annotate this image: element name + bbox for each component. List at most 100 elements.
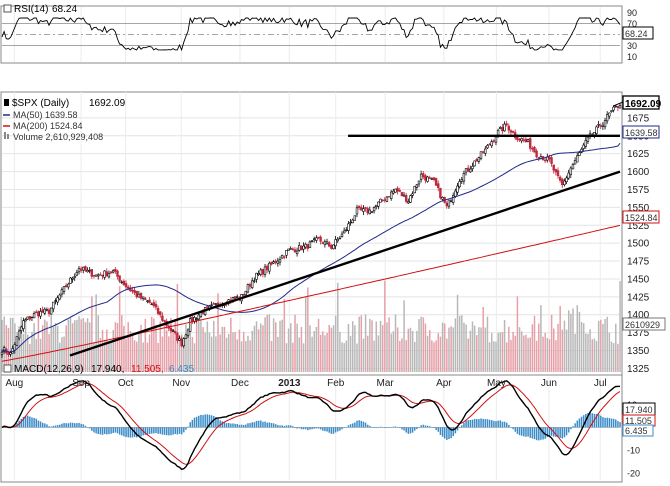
volume-bar	[490, 333, 493, 372]
macd-hist-bar	[396, 427, 399, 428]
macd-hist-bar	[405, 427, 407, 433]
volume-bar	[578, 311, 581, 372]
candle-body	[379, 198, 382, 203]
volume-bar	[347, 324, 350, 372]
candle-body	[366, 208, 369, 214]
macd-hist-bar	[476, 419, 478, 428]
macd-hist-bar	[600, 415, 602, 428]
macd-hist-bar	[505, 422, 508, 428]
volume-bar	[482, 306, 484, 372]
candle-body	[584, 140, 587, 147]
volume-bar	[576, 305, 579, 372]
volume-bar	[9, 317, 12, 372]
macd-hist-bar	[565, 427, 568, 436]
rsi-tick-label: 10	[627, 52, 637, 62]
macd-hist-bar	[82, 424, 85, 428]
macd-hist-bar	[118, 427, 121, 435]
candle-body	[17, 330, 21, 339]
macd-hist-bar	[343, 427, 345, 428]
volume-bar	[465, 324, 467, 372]
candle-body	[430, 178, 434, 180]
volume-bar	[535, 340, 538, 372]
candle-body	[518, 138, 521, 141]
price-tick-label: 1375	[627, 328, 650, 339]
ma50-line	[1, 142, 621, 353]
candle-body	[550, 157, 553, 164]
macd-hist-bar	[326, 427, 328, 432]
volume-bar	[136, 341, 138, 372]
macd-hist-bar	[334, 427, 337, 433]
volume-bar	[426, 335, 429, 372]
rsi-line	[1, 16, 621, 52]
volume-bar	[463, 322, 465, 372]
candle-body	[488, 143, 491, 146]
macd-hist-bar	[488, 419, 491, 428]
volume-bar	[245, 341, 247, 372]
macd-hist-bar	[606, 417, 608, 428]
volume-bar	[176, 283, 179, 372]
volume-bar	[178, 335, 181, 372]
macd-hist-bar	[165, 427, 168, 436]
volume-bar	[437, 333, 440, 372]
macd-hist-bar	[330, 427, 333, 434]
macd-hist-bar	[428, 426, 431, 428]
volume-bar	[390, 333, 392, 372]
candle-body	[105, 271, 108, 277]
macd-hist-bar	[407, 427, 410, 434]
candle-body	[385, 196, 389, 202]
macd-hist-bar	[161, 427, 164, 435]
candle-body	[486, 145, 489, 149]
macd-hist-bar	[41, 422, 44, 428]
candle-body	[394, 188, 397, 193]
candle-body	[355, 207, 359, 215]
macd-hist-bar	[129, 427, 132, 438]
candle-body	[315, 237, 318, 241]
candle-body	[426, 176, 429, 182]
candle-body	[473, 160, 476, 167]
volume-bar	[232, 332, 234, 372]
x-tick-label: Aug	[5, 378, 23, 389]
price-legend-title: $SPX (Daily)	[12, 98, 69, 109]
macd-hist-bar	[465, 420, 467, 428]
macd-hist-bar	[617, 420, 619, 428]
macd-hist-bar	[80, 423, 82, 428]
tag-rsi-text: 68.24	[625, 29, 648, 39]
macd-hist-bar	[313, 427, 316, 429]
volume-bar	[559, 305, 561, 372]
volume-bar	[458, 315, 461, 372]
rsi-legend: RSI(14) 68.24	[3, 4, 77, 15]
candle-body	[415, 184, 419, 188]
macd-hist-bar	[480, 418, 482, 428]
rsi-legend-label: RSI(14)	[14, 4, 48, 15]
macd-hist-bar	[349, 424, 352, 428]
tag-ma200: 1524.84	[622, 210, 660, 224]
volume-bar	[330, 327, 333, 372]
macd-hist-bar	[529, 427, 531, 438]
macd-hist-bar	[296, 427, 298, 429]
candle-body	[41, 309, 44, 313]
macd-hist-bar	[484, 419, 487, 428]
tag-signal-text: 11.505	[625, 416, 652, 426]
macd-hist-bar	[272, 423, 275, 428]
volume-bar	[546, 337, 549, 372]
volume-bar	[86, 318, 89, 372]
volume-bar	[133, 340, 136, 372]
candle-body	[261, 268, 265, 275]
macd-hist-bar	[95, 427, 97, 434]
candle-body	[300, 246, 303, 251]
volume-bar	[247, 335, 249, 372]
candle-body	[295, 250, 299, 255]
volume-bar	[304, 296, 307, 372]
volume-bar	[369, 318, 371, 372]
macd-hist-bar	[452, 427, 455, 437]
support-trendline	[69, 170, 621, 357]
volume-bar	[238, 329, 241, 372]
volume-bar	[84, 322, 87, 372]
macd-hist-bar	[414, 427, 416, 431]
macd-hist-bar	[401, 427, 403, 430]
macd-hist-bar	[448, 427, 450, 440]
macd-hist-bar	[315, 427, 318, 429]
macd-hist-bar	[44, 423, 46, 428]
macd-hist-bar	[351, 423, 354, 428]
volume-bar	[230, 317, 232, 372]
